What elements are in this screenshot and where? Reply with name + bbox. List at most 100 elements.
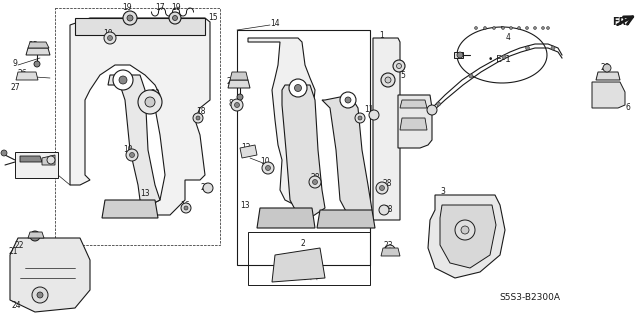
Polygon shape (70, 18, 210, 215)
Circle shape (502, 55, 506, 59)
Circle shape (493, 26, 495, 29)
Circle shape (113, 70, 133, 90)
Circle shape (541, 26, 545, 29)
Circle shape (234, 102, 239, 108)
Polygon shape (373, 38, 400, 220)
Circle shape (457, 52, 463, 58)
Text: 20: 20 (150, 88, 160, 98)
Circle shape (525, 26, 529, 29)
Text: 28: 28 (383, 205, 393, 214)
Circle shape (129, 152, 134, 158)
Text: 28: 28 (200, 183, 210, 192)
Polygon shape (400, 118, 427, 130)
Circle shape (173, 16, 177, 20)
Polygon shape (230, 72, 248, 80)
Polygon shape (398, 95, 432, 148)
Circle shape (126, 149, 138, 161)
Circle shape (30, 231, 40, 241)
Text: 13: 13 (240, 201, 250, 210)
Polygon shape (16, 72, 38, 80)
Circle shape (34, 61, 40, 67)
Circle shape (123, 11, 137, 25)
Polygon shape (248, 38, 315, 205)
Polygon shape (75, 18, 205, 35)
Text: 13: 13 (140, 189, 150, 197)
Text: 16: 16 (180, 202, 190, 211)
Circle shape (262, 162, 274, 174)
Text: 8: 8 (228, 99, 234, 108)
Circle shape (551, 46, 555, 50)
Circle shape (469, 74, 473, 78)
Text: 21: 21 (8, 248, 18, 256)
Text: 25: 25 (226, 78, 236, 86)
Circle shape (603, 64, 611, 72)
Polygon shape (240, 145, 257, 158)
Circle shape (397, 63, 401, 69)
Circle shape (47, 156, 55, 164)
Text: 19: 19 (171, 4, 181, 12)
Text: 10: 10 (260, 158, 270, 167)
Polygon shape (440, 205, 496, 268)
Polygon shape (28, 42, 49, 48)
Circle shape (181, 203, 191, 213)
Text: 10: 10 (123, 145, 133, 154)
Text: 5: 5 (401, 70, 405, 79)
Polygon shape (257, 208, 315, 228)
Text: 23: 23 (383, 241, 393, 249)
Text: 11: 11 (364, 106, 374, 115)
Circle shape (388, 248, 392, 252)
Circle shape (427, 105, 437, 115)
Circle shape (104, 32, 116, 44)
Polygon shape (428, 195, 505, 278)
Circle shape (393, 60, 405, 72)
Circle shape (266, 166, 271, 170)
Circle shape (345, 97, 351, 103)
Text: 29: 29 (600, 63, 610, 71)
Text: • E-1: • E-1 (488, 56, 511, 64)
Circle shape (381, 73, 395, 87)
Text: 26: 26 (17, 69, 27, 78)
Text: 28: 28 (310, 174, 320, 182)
Circle shape (312, 180, 317, 184)
Polygon shape (20, 156, 42, 162)
Polygon shape (42, 155, 55, 165)
Text: 2: 2 (301, 240, 305, 249)
Circle shape (385, 77, 391, 83)
Circle shape (340, 92, 356, 108)
Polygon shape (596, 72, 620, 80)
Text: 9: 9 (13, 58, 17, 68)
Text: 17: 17 (155, 4, 165, 12)
Polygon shape (322, 95, 372, 218)
Circle shape (455, 220, 475, 240)
Circle shape (32, 287, 48, 303)
Circle shape (145, 97, 155, 107)
Circle shape (483, 26, 486, 29)
Circle shape (518, 26, 520, 29)
Circle shape (289, 79, 307, 97)
Polygon shape (28, 232, 44, 238)
Polygon shape (282, 85, 325, 218)
Text: 19: 19 (122, 4, 132, 12)
Text: 22: 22 (14, 241, 24, 249)
Circle shape (184, 206, 188, 210)
Circle shape (379, 205, 389, 215)
Text: S5S3-B2300A: S5S3-B2300A (499, 293, 561, 302)
Circle shape (509, 26, 513, 29)
Text: 10: 10 (103, 28, 113, 38)
Circle shape (294, 85, 301, 92)
Circle shape (196, 116, 200, 120)
Text: 27: 27 (10, 84, 20, 93)
Circle shape (369, 110, 379, 120)
Circle shape (376, 182, 388, 194)
Text: 18: 18 (196, 108, 205, 116)
Circle shape (203, 183, 213, 193)
Circle shape (193, 113, 203, 123)
Circle shape (237, 94, 243, 100)
Circle shape (309, 176, 321, 188)
Text: 4: 4 (506, 33, 511, 42)
Polygon shape (272, 248, 325, 282)
Circle shape (127, 15, 133, 21)
Polygon shape (400, 100, 427, 108)
Text: 12: 12 (241, 144, 251, 152)
Polygon shape (108, 75, 160, 205)
